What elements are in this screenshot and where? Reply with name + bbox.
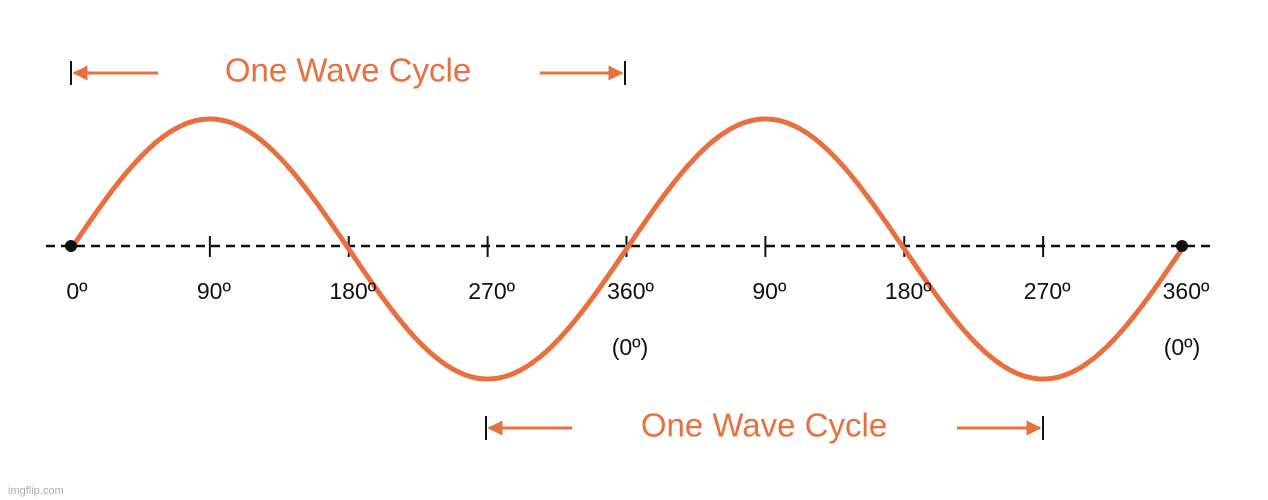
tick-label: 90º <box>197 278 232 304</box>
tick-label: 360º <box>1163 278 1210 304</box>
tick-label: 0º <box>66 278 88 304</box>
watermark: imgflip.com <box>8 485 64 497</box>
tick-label: 270º <box>468 278 515 304</box>
tick-label: 90º <box>752 278 787 304</box>
tick-label: 180º <box>885 278 932 304</box>
sine-wave <box>68 116 1184 382</box>
end-dot <box>1176 240 1188 252</box>
cycle-label: One Wave Cycle <box>641 407 887 444</box>
tick-label: 360º <box>607 278 654 304</box>
start-dot <box>65 240 77 252</box>
sub-label: (0º) <box>612 334 649 360</box>
cycle-label: One Wave Cycle <box>225 52 471 89</box>
tick-label: 180º <box>329 278 376 304</box>
sub-label: (0º) <box>1164 334 1201 360</box>
tick-label: 270º <box>1024 278 1071 304</box>
